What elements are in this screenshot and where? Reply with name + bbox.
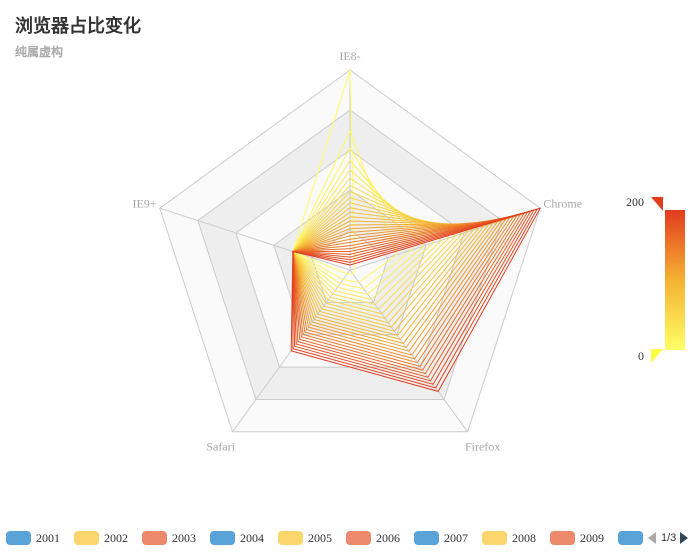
axis-label: Firefox xyxy=(465,440,500,454)
legend: 2001 2002 2003 2004 2005 2006 2007 2008 … xyxy=(6,528,700,548)
legend-item[interactable]: 2001 xyxy=(6,528,60,548)
legend-item[interactable]: 2007 xyxy=(414,528,468,548)
radar-split-line xyxy=(197,109,503,400)
legend-label: 2004 xyxy=(240,530,264,545)
visual-map[interactable]: 200 0 xyxy=(626,195,685,363)
legend-item[interactable]: 2003 xyxy=(142,528,196,548)
legend-item[interactable]: 2005 xyxy=(278,528,332,548)
legend-label: 2001 xyxy=(36,530,60,545)
legend-swatch xyxy=(618,531,643,545)
radar-chart: IE8- IE9+ Safari Firefox Chrome 200 0 xyxy=(132,49,685,454)
visual-map-bar[interactable] xyxy=(665,210,685,350)
radar-axis-labels: IE8- IE9+ Safari Firefox Chrome xyxy=(132,49,582,454)
legend-item[interactable]: 2008 xyxy=(482,528,536,548)
legend-item[interactable] xyxy=(618,528,648,548)
legend-swatch xyxy=(414,531,439,545)
legend-swatch xyxy=(74,531,99,545)
visual-map-handle-min[interactable] xyxy=(651,349,663,363)
visual-map-max-label: 200 xyxy=(626,195,644,209)
axis-label: IE8- xyxy=(339,49,360,63)
legend-label: 2008 xyxy=(512,530,536,545)
legend-item[interactable]: 2009 xyxy=(550,528,604,548)
visual-map-min-label: 0 xyxy=(638,349,644,363)
radar-series-line[interactable] xyxy=(292,177,443,306)
legend-item[interactable]: 2002 xyxy=(74,528,128,548)
pager-prev-icon[interactable] xyxy=(648,532,656,544)
legend-label: 2006 xyxy=(376,530,400,545)
legend-swatch xyxy=(346,531,371,545)
radar-series xyxy=(290,69,542,392)
legend-label: 2005 xyxy=(308,530,332,545)
radar-series-line[interactable] xyxy=(292,159,425,295)
legend-swatch xyxy=(278,531,303,545)
axis-label: Chrome xyxy=(543,196,582,210)
visual-map-handle-max[interactable] xyxy=(651,197,663,211)
radar-series-line[interactable] xyxy=(290,207,542,392)
axis-label: Safari xyxy=(206,440,235,454)
legend-label: 2003 xyxy=(172,530,196,545)
chart-subtitle: 纯属虚构 xyxy=(15,45,64,59)
legend-swatch xyxy=(6,531,31,545)
legend-item[interactable]: 2004 xyxy=(210,528,264,548)
legend-swatch xyxy=(482,531,507,545)
radar-series-line[interactable] xyxy=(292,169,435,301)
radar-split-line xyxy=(159,69,541,433)
legend-pager: 1/3 xyxy=(648,528,689,548)
legend-swatch xyxy=(210,531,235,545)
pager-next-icon[interactable] xyxy=(680,532,689,544)
legend-swatch xyxy=(550,531,575,545)
axis-label: IE9+ xyxy=(132,196,156,210)
legend-swatch xyxy=(142,531,167,545)
radar-series-line[interactable] xyxy=(292,147,413,290)
legend-item[interactable]: 2006 xyxy=(346,528,400,548)
chart-title: 浏览器占比变化 xyxy=(15,16,141,36)
legend-label: 2009 xyxy=(580,530,604,545)
legend-label: 2002 xyxy=(104,530,128,545)
radar-axis-line xyxy=(159,207,351,271)
pager-text: 1/3 xyxy=(661,532,677,544)
radar-series-line[interactable] xyxy=(292,184,450,310)
legend-label: 2007 xyxy=(444,530,468,545)
